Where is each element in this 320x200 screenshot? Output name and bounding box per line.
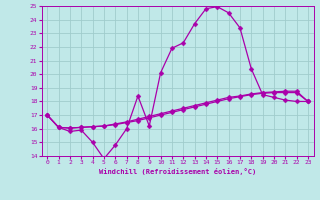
X-axis label: Windchill (Refroidissement éolien,°C): Windchill (Refroidissement éolien,°C) [99, 168, 256, 175]
